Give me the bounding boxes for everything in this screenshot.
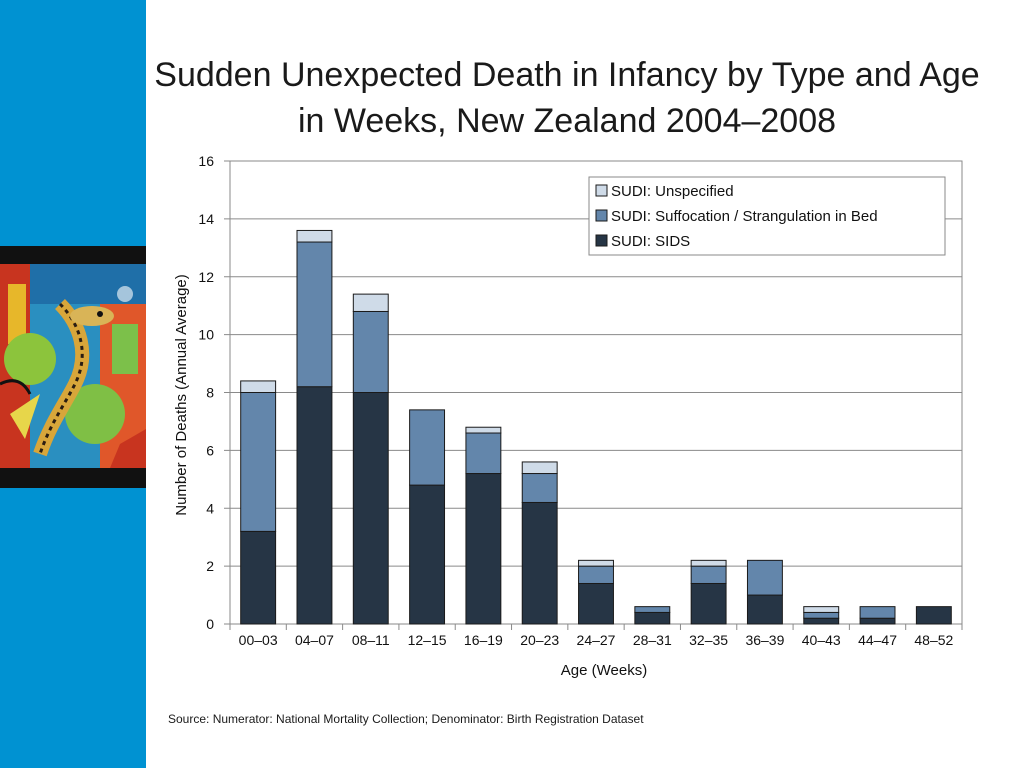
bar-segment-08–11-3 <box>352 293 389 312</box>
x-tick-label: 28–31 <box>633 632 672 648</box>
legend: SUDI: Unspecified SUDI: Suffocation / Str… <box>588 176 946 256</box>
x-tick-label: 12–15 <box>408 632 447 648</box>
x-tick-label: 00–03 <box>239 632 278 648</box>
x-tick-label: 36–39 <box>745 632 784 648</box>
bar-segment-00–03-1 <box>240 530 277 625</box>
x-tick-label: 44–47 <box>858 632 897 648</box>
bar-segment-44–47-1 <box>859 617 896 625</box>
bar-segment-28–31-2 <box>634 606 671 613</box>
x-tick-label: 04–07 <box>295 632 334 648</box>
x-axis-label: Age (Weeks) <box>561 662 647 679</box>
x-tick-label: 08–11 <box>352 632 390 648</box>
legend-swatch <box>595 184 608 197</box>
bar-segment-08–11-1 <box>352 392 389 625</box>
bar-segment-32–35-1 <box>690 582 727 625</box>
bar-segment-24–27-1 <box>578 582 614 625</box>
y-tick-label: 14 <box>198 211 214 227</box>
bar-segment-20–23-3 <box>521 461 558 475</box>
x-tick-label: 16–19 <box>464 632 503 648</box>
bar-segment-40–43-2 <box>803 611 840 619</box>
x-tick-label: 24–27 <box>577 632 616 648</box>
y-axis-label: Number of Deaths (Annual Average) <box>173 274 190 516</box>
bars <box>240 229 952 625</box>
bar-segment-24–27-3 <box>578 559 614 567</box>
legend-label: SUDI: Suffocation / Strangulation in Bed <box>611 208 878 225</box>
y-tick-label: 6 <box>206 442 214 458</box>
y-tick-label: 4 <box>206 500 214 516</box>
decorative-artwork-image <box>0 264 146 468</box>
bar-segment-12–15-2 <box>409 409 446 486</box>
bar-segment-48–52-1 <box>915 606 952 625</box>
legend-box <box>588 176 946 256</box>
bar-segment-32–35-3 <box>690 559 727 567</box>
bar-segment-28–31-1 <box>634 611 671 625</box>
y-tick-label: 10 <box>198 327 214 343</box>
bar-segment-20–23-2 <box>521 473 558 503</box>
x-tick-label: 48–52 <box>914 632 953 648</box>
bar-segment-32–35-2 <box>690 565 727 584</box>
y-tick-label: 12 <box>198 269 214 285</box>
bar-segment-40–43-3 <box>803 606 840 613</box>
legend-swatch <box>595 234 608 247</box>
bar-segment-04–07-2 <box>296 241 333 388</box>
x-tick-label: 40–43 <box>802 632 841 648</box>
source-note: Source: Numerator: National Mortality Co… <box>168 712 644 726</box>
bar-segment-36–39-1 <box>746 594 783 625</box>
bar-segment-00–03-3 <box>240 380 277 393</box>
x-tick-label: 20–23 <box>520 632 559 648</box>
slide-title: Sudden Unexpected Death in Infancy by Ty… <box>154 56 980 140</box>
bar-segment-12–15-1 <box>409 484 446 625</box>
legend-label: SUDI: Unspecified <box>611 183 734 200</box>
decorative-artwork <box>0 246 146 488</box>
legend-label: SUDI: SIDS <box>611 233 690 250</box>
x-tick-labels: 00–03 04–07 08–11 12–15 16–19 20–23 24–27 28–31… <box>229 624 963 648</box>
bar-segment-16–19-3 <box>465 426 502 434</box>
y-tick-label: 0 <box>206 616 214 632</box>
x-tick-label: 32–35 <box>689 632 728 648</box>
bar-segment-00–03-2 <box>240 392 277 532</box>
bar-segment-16–19-1 <box>465 473 502 625</box>
bar-segment-36–39-2 <box>746 559 783 596</box>
bar-segment-44–47-2 <box>859 606 896 619</box>
bar-segment-20–23-1 <box>521 501 558 625</box>
y-tick-label: 16 <box>198 153 214 169</box>
bar-segment-04–07-1 <box>296 386 333 625</box>
bar-segment-16–19-2 <box>465 432 502 475</box>
bar-segment-04–07-3 <box>296 229 333 243</box>
y-tick-label: 2 <box>206 558 214 574</box>
bar-segment-24–27-2 <box>578 565 614 584</box>
bar-segment-40–43-1 <box>803 617 840 625</box>
bar-segment-08–11-2 <box>352 310 389 394</box>
y-tick-label: 8 <box>206 385 214 401</box>
legend-swatch <box>595 209 608 222</box>
y-tick-labels: 0 2 4 6 8 10 12 14 16 <box>198 153 214 632</box>
